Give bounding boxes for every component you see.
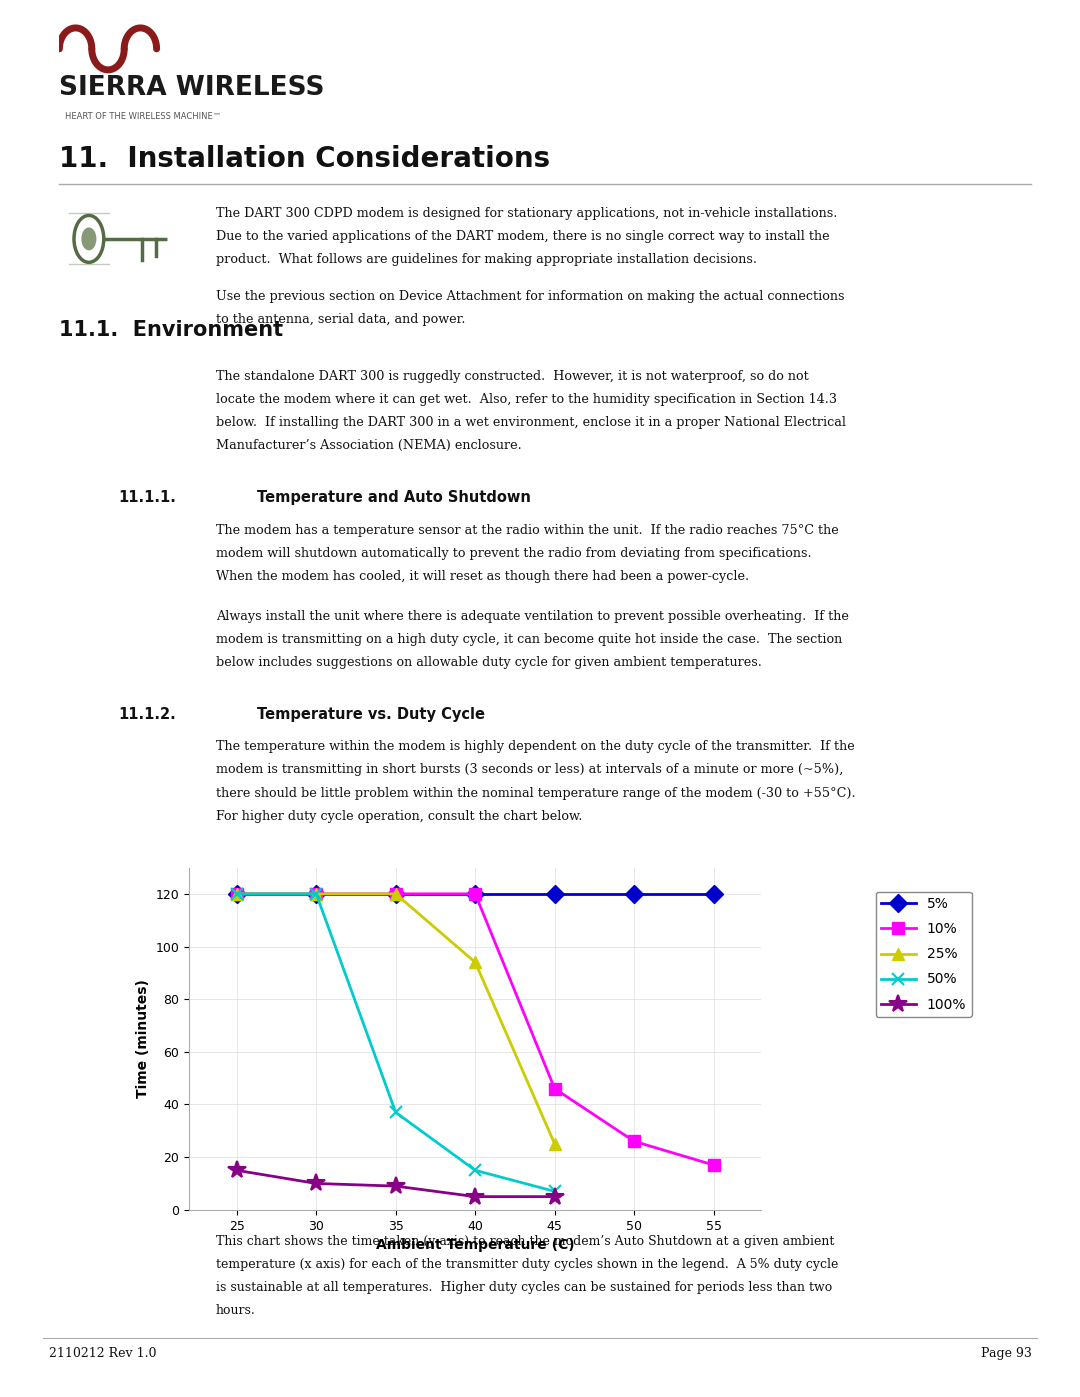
25% [310,886,323,902]
5% [389,886,402,902]
Text: The standalone DART 300 is ruggedly constructed.  However, it is not waterproof,: The standalone DART 300 is ruggedly cons… [216,370,809,383]
Text: The temperature within the modem is highly dependent on the duty cycle of the tr: The temperature within the modem is high… [216,740,854,753]
50% [230,886,243,902]
100% [389,1178,402,1194]
100% [230,1162,243,1179]
10% [469,886,482,902]
Text: The DART 300 CDPD modem is designed for stationary applications, not in-vehicle : The DART 300 CDPD modem is designed for … [216,207,837,219]
10% [707,1157,720,1173]
100% [310,1175,323,1192]
X-axis label: Ambient Temperature (C): Ambient Temperature (C) [376,1238,575,1252]
Text: hours.: hours. [216,1305,256,1317]
Text: to the antenna, serial data, and power.: to the antenna, serial data, and power. [216,313,465,326]
5% [627,886,640,902]
Circle shape [82,228,96,250]
Text: 11.1.1.: 11.1.1. [119,490,177,506]
Text: 2110212 Rev 1.0: 2110212 Rev 1.0 [49,1347,157,1359]
Text: Temperature vs. Duty Cycle: Temperature vs. Duty Cycle [257,707,485,722]
Text: there should be little problem within the nominal temperature range of the modem: there should be little problem within th… [216,787,855,799]
Line: 25%: 25% [230,887,561,1150]
Text: 11.  Installation Considerations: 11. Installation Considerations [59,145,551,173]
5% [469,886,482,902]
25% [469,954,482,971]
Text: The modem has a temperature sensor at the radio within the unit.  If the radio r: The modem has a temperature sensor at th… [216,524,839,536]
Text: Use the previous section on Device Attachment for information on making the actu: Use the previous section on Device Attac… [216,291,845,303]
25% [389,886,402,902]
Text: Temperature and Auto Shutdown: Temperature and Auto Shutdown [257,490,531,506]
Legend: 5%, 10%, 25%, 50%, 100%: 5%, 10%, 25%, 50%, 100% [876,891,972,1017]
10% [310,886,323,902]
Text: Manufacturer’s Association (NEMA) enclosure.: Manufacturer’s Association (NEMA) enclos… [216,439,522,453]
Text: When the modem has cooled, it will reset as though there had been a power-cycle.: When the modem has cooled, it will reset… [216,570,750,583]
Text: temperature (x axis) for each of the transmitter duty cycles shown in the legend: temperature (x axis) for each of the tra… [216,1259,838,1271]
5% [310,886,323,902]
Text: locate the modem where it can get wet.  Also, refer to the humidity specificatio: locate the modem where it can get wet. A… [216,394,837,407]
Text: below includes suggestions on allowable duty cycle for given ambient temperature: below includes suggestions on allowable … [216,657,761,669]
Text: For higher duty cycle operation, consult the chart below.: For higher duty cycle operation, consult… [216,810,582,823]
10% [627,1133,640,1150]
25% [549,1136,562,1153]
Text: modem is transmitting in short bursts (3 seconds or less) at intervals of a minu: modem is transmitting in short bursts (3… [216,763,843,777]
50% [310,886,323,902]
10% [389,886,402,902]
Line: 100%: 100% [228,1161,564,1206]
50% [469,1162,482,1179]
Text: Due to the varied applications of the DART modem, there is no single correct way: Due to the varied applications of the DA… [216,229,829,243]
Text: is sustainable at all temperatures.  Higher duty cycles can be sustained for per: is sustainable at all temperatures. High… [216,1281,833,1294]
5% [230,886,243,902]
Text: 11.1.2.: 11.1.2. [119,707,176,722]
Line: 50%: 50% [230,887,561,1197]
Line: 10%: 10% [230,887,720,1171]
5% [549,886,562,902]
Text: below.  If installing the DART 300 in a wet environment, enclose it in a proper : below. If installing the DART 300 in a w… [216,416,846,429]
Text: This chart shows the time taken (y axis) to reach the modem’s Auto Shutdown at a: This chart shows the time taken (y axis)… [216,1235,835,1248]
50% [389,1104,402,1120]
25% [230,886,243,902]
Text: 11.1.  Environment: 11.1. Environment [59,320,284,339]
50% [549,1183,562,1200]
Text: modem will shutdown automatically to prevent the radio from deviating from speci: modem will shutdown automatically to pre… [216,546,812,560]
10% [230,886,243,902]
Line: 5%: 5% [230,887,720,900]
Text: product.  What follows are guidelines for making appropriate installation decisi: product. What follows are guidelines for… [216,253,757,265]
100% [469,1189,482,1206]
Text: SIERRA WIRELESS: SIERRA WIRELESS [59,75,325,102]
10% [549,1080,562,1097]
Text: HEART OF THE WIRELESS MACHINE™: HEART OF THE WIRELESS MACHINE™ [65,112,221,120]
Text: Always install the unit where there is adequate ventilation to prevent possible : Always install the unit where there is a… [216,609,849,623]
5% [707,886,720,902]
Text: modem is transmitting on a high duty cycle, it can become quite hot inside the c: modem is transmitting on a high duty cyc… [216,633,842,645]
Y-axis label: Time (minutes): Time (minutes) [136,979,150,1098]
100% [549,1189,562,1206]
Text: Page 93: Page 93 [981,1347,1031,1359]
